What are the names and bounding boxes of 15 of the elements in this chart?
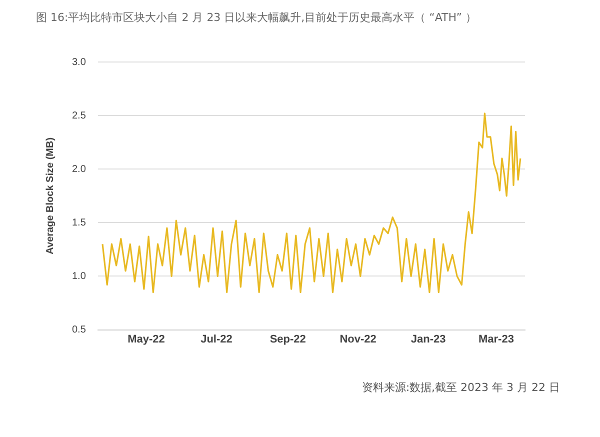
text: 资料来源:数据,截至 2023 年 3 月 22 日: [360, 380, 560, 395]
y-tick-label: 0.5: [72, 324, 86, 336]
x-tick-label: Mar-23: [478, 333, 514, 346]
y-tick-label: 2.5: [72, 110, 86, 122]
x-tick-label: Sep-22: [270, 333, 306, 346]
x-tick-label: Jan-23: [410, 333, 446, 346]
y-axis-title: Average Block Size (MB): [44, 137, 56, 254]
chart-title: 图 16:平均比特市区块大小自 2 月 23 日以来大幅飙升,目前处于历史最高水平（ “ATH” ）: [36, 10, 476, 25]
y-tick-label: 3.0: [72, 56, 86, 68]
x-tick-label: Nov-22: [340, 333, 376, 346]
y-tick-label: 2.0: [72, 164, 86, 175]
x-tick-label: May-22: [128, 333, 165, 346]
x-tick-label: Jul-22: [200, 333, 232, 346]
y-tick-label: 1.0: [72, 270, 86, 282]
y-tick-label: 1.5: [72, 217, 86, 228]
